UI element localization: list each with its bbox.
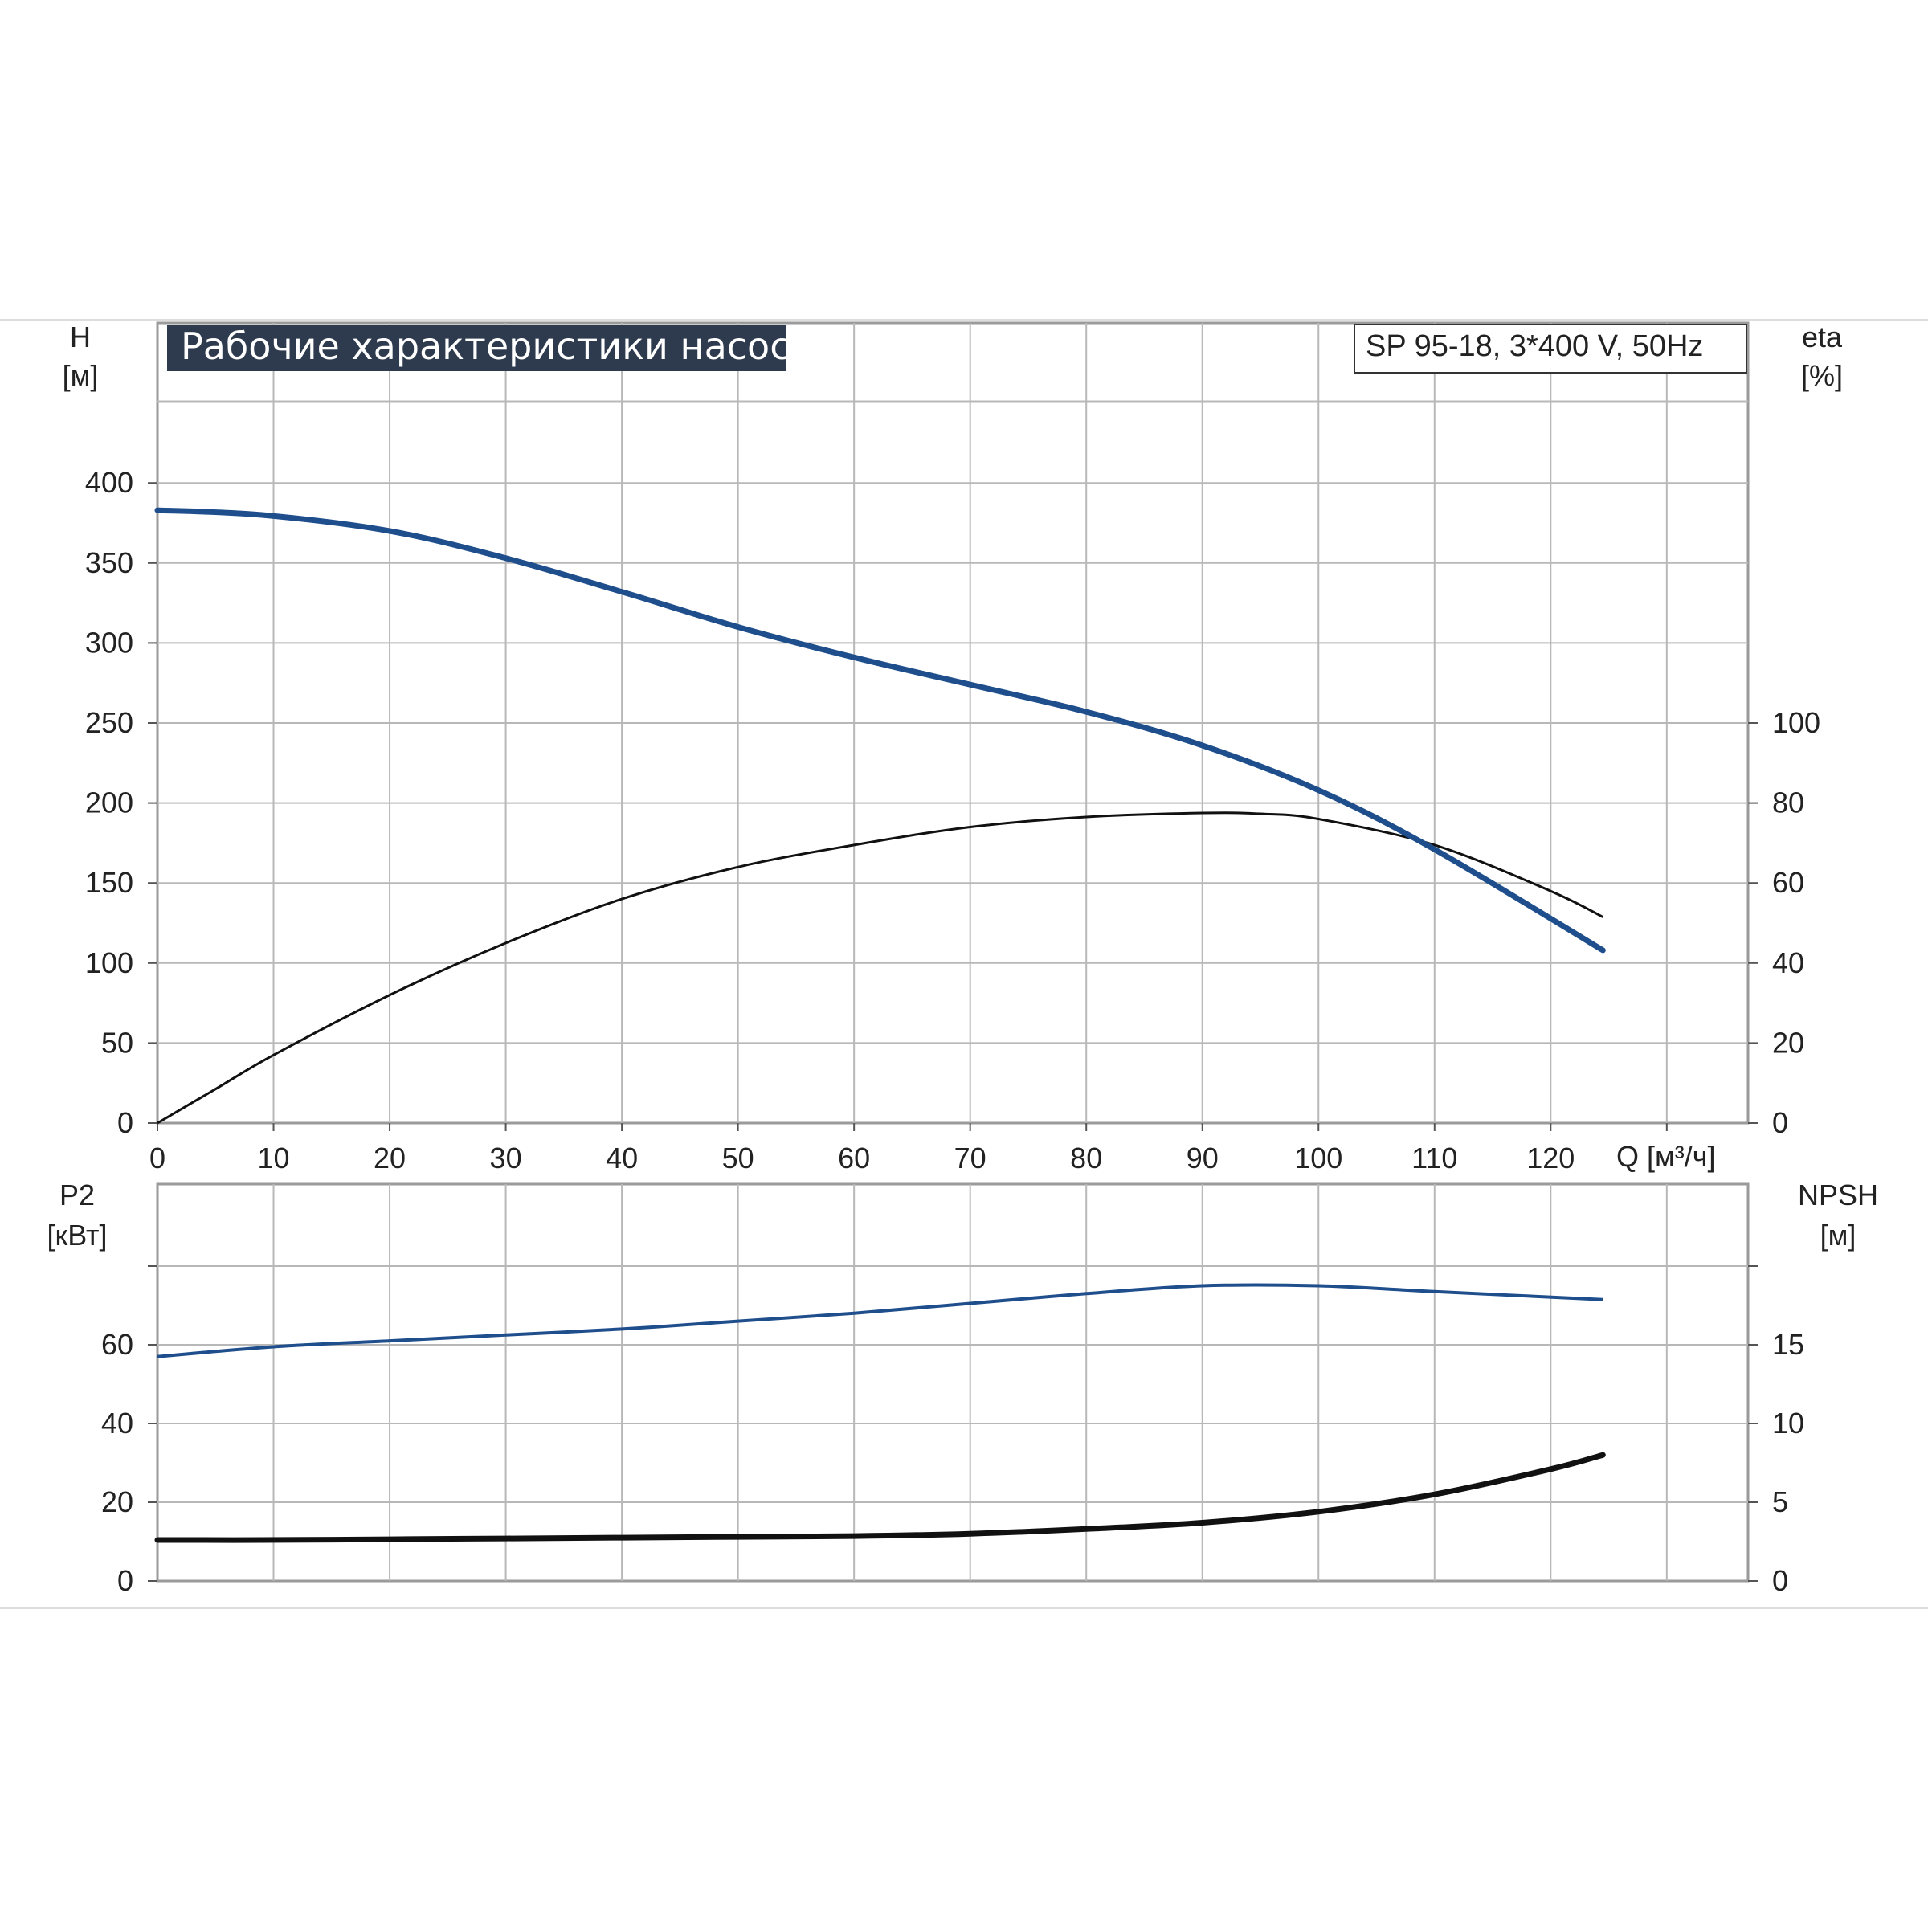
eta-tick-label: 80 — [1772, 786, 1804, 819]
x-tick-label: 90 — [1187, 1142, 1219, 1174]
npsh-tick-label: 5 — [1772, 1485, 1788, 1518]
upper-curves — [154, 507, 1606, 1125]
h-tick-label: 250 — [85, 706, 133, 739]
h-tick-label: 50 — [101, 1026, 133, 1059]
eta-tick-label: 40 — [1772, 946, 1804, 979]
chart-title: Рабочие характеристики насоса — [181, 325, 813, 368]
x-tick-label: 80 — [1070, 1142, 1102, 1174]
eta-axis-label: eta — [1802, 321, 1843, 353]
npsh-curve — [154, 1452, 1606, 1543]
x-tick-label: 110 — [1411, 1142, 1457, 1174]
npsh-axis-label-unit: [м] — [1820, 1219, 1857, 1252]
x-tick-label: 0 — [149, 1142, 165, 1174]
npsh-axis-label: NPSH — [1798, 1178, 1878, 1211]
x-tick-label: 50 — [722, 1142, 754, 1174]
npsh-tick-label: 0 — [1772, 1564, 1788, 1597]
head-axis-label-h: H — [70, 321, 91, 353]
eta-tick-label: 60 — [1772, 866, 1804, 899]
lower-grid — [157, 1184, 1748, 1581]
npsh-tick-label: 15 — [1772, 1328, 1804, 1361]
eta-tick-label: 20 — [1772, 1026, 1804, 1059]
p2-tick-label: 60 — [101, 1328, 133, 1361]
h-tick-label: 400 — [85, 466, 133, 499]
model-label: SP 95-18, 3*400 V, 50Hz — [1366, 329, 1703, 363]
p2-axis-label: P2 — [59, 1178, 95, 1211]
eta-tick-label: 0 — [1772, 1106, 1788, 1139]
model-label-box — [1354, 324, 1747, 374]
lower-plot-frame — [156, 1182, 1750, 1583]
p2-tick-label: 40 — [101, 1407, 133, 1440]
x-tick-label: 40 — [606, 1142, 638, 1174]
h-tick-label: 350 — [85, 546, 133, 579]
x-tick-label: 60 — [838, 1142, 870, 1174]
upper-tick-labels: 0 10 20 30 40 50 60 70 80 90 100 110 120050100150200… — [85, 466, 1820, 1174]
x-tick-label: 10 — [258, 1142, 290, 1174]
upper-grid — [157, 323, 1748, 1123]
x-tick-label: 30 — [490, 1142, 522, 1174]
h-tick-label: 150 — [85, 866, 133, 899]
p2-tick-label: 0 — [117, 1564, 133, 1597]
x-tick-label: 100 — [1294, 1142, 1342, 1174]
h-tick-label: 0 — [117, 1106, 133, 1139]
h-tick-label: 200 — [85, 786, 133, 819]
npsh-tick-label: 10 — [1772, 1407, 1804, 1440]
flow-axis-label: Q [м³/ч] — [1616, 1140, 1716, 1173]
head-curve — [154, 507, 1606, 954]
x-tick-label: 70 — [954, 1142, 986, 1174]
h-tick-label: 100 — [85, 946, 133, 979]
h-tick-label: 300 — [85, 626, 133, 659]
x-tick-label: 120 — [1526, 1142, 1575, 1174]
p2-axis-label-unit: [кВт] — [47, 1219, 107, 1252]
p2-power-curve — [157, 1283, 1603, 1358]
head-axis-label-unit: [м] — [63, 359, 99, 392]
eta-axis-label-unit: [%] — [1801, 359, 1843, 392]
p2-tick-label: 20 — [101, 1485, 133, 1518]
title-box — [167, 325, 786, 371]
lower-tick-labels: 0 20 40 60 0 5 10 15 — [101, 1265, 1804, 1597]
x-tick-label: 20 — [374, 1142, 406, 1174]
eta-tick-label: 100 — [1772, 706, 1820, 739]
lower-curves — [154, 1283, 1606, 1543]
efficiency-curve — [157, 811, 1603, 1125]
